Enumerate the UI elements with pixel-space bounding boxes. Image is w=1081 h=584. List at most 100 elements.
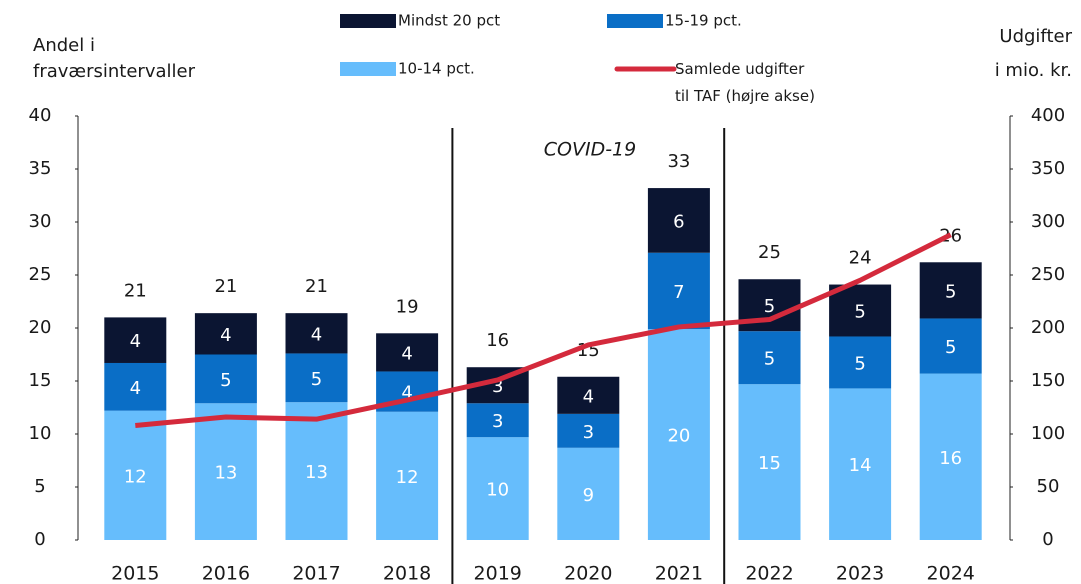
value-label: 15 [758, 453, 781, 474]
x-tick-label: 2021 [655, 563, 703, 584]
total-label: 21 [214, 276, 237, 297]
y2-tick-label: 250 [1031, 264, 1065, 285]
total-label: 21 [305, 276, 328, 297]
total-label: 24 [849, 248, 872, 269]
y-tick-label: 10 [29, 423, 52, 444]
bar-segment [194, 354, 257, 404]
y2-axis-title: Udgifter [999, 26, 1072, 47]
y2-tick-label: 400 [1031, 105, 1065, 126]
bar-segment [919, 318, 982, 374]
value-label: 4 [220, 325, 231, 346]
value-label: 16 [939, 448, 962, 469]
bar-segment [919, 262, 982, 319]
value-label: 12 [124, 466, 147, 487]
value-label: 5 [220, 370, 231, 391]
y2-tick-label: 350 [1031, 158, 1065, 179]
legend-swatch [340, 14, 396, 28]
y-tick-label: 25 [29, 264, 52, 285]
value-label: 3 [583, 422, 594, 443]
legend-label: 15-19 pct. [665, 12, 742, 30]
bar-segment [466, 403, 529, 438]
bar-segment [647, 252, 710, 330]
y2-tick-label: 100 [1031, 423, 1065, 444]
bar-segment [557, 376, 620, 414]
bar-segment [194, 313, 257, 355]
x-tick-label: 2024 [927, 563, 975, 584]
total-label: 33 [667, 151, 690, 172]
bar-segment [194, 403, 257, 540]
y-tick-label: 20 [29, 317, 52, 338]
bar-segment [557, 447, 620, 540]
bar-segment [104, 362, 167, 411]
value-label: 4 [583, 386, 594, 407]
bar-segment [829, 388, 892, 540]
value-label: 5 [854, 353, 865, 374]
y-tick-label: 0 [34, 529, 45, 550]
bar-segment [376, 411, 439, 540]
y-tick-label: 35 [29, 158, 52, 179]
line-series [135, 232, 952, 429]
value-label: 4 [401, 383, 412, 404]
y2-tick-label: 300 [1031, 211, 1065, 232]
value-label: 4 [401, 343, 412, 364]
value-label: 4 [311, 324, 322, 345]
value-label: 5 [311, 369, 322, 390]
bar-segment [829, 284, 892, 337]
bar-segment [285, 313, 348, 354]
value-label: 7 [673, 282, 684, 303]
legend-swatch [340, 62, 396, 76]
value-label: 4 [130, 378, 141, 399]
bar-segment [647, 329, 710, 540]
total-label: 19 [396, 296, 419, 317]
y-tick-label: 30 [29, 211, 52, 232]
x-tick-label: 2015 [111, 563, 159, 584]
legend-label: Mindst 20 pct [398, 12, 500, 30]
x-tick-label: 2016 [202, 563, 250, 584]
value-label: 3 [492, 376, 503, 397]
value-label: 6 [673, 211, 684, 232]
total-label: 21 [124, 280, 147, 301]
value-label: 20 [667, 426, 690, 447]
y-axis-title: fraværsintervaller [33, 61, 196, 82]
value-label: 9 [583, 485, 594, 506]
value-label: 5 [854, 302, 865, 323]
x-tick-label: 2022 [745, 563, 793, 584]
y2-tick-label: 150 [1031, 370, 1065, 391]
total-label: 16 [486, 330, 509, 351]
bar-segment [557, 413, 620, 448]
x-tick-label: 2017 [292, 563, 340, 584]
y2-tick-label: 0 [1042, 529, 1053, 550]
y2-axis-title: i mio. kr. [995, 60, 1072, 81]
value-label: 5 [945, 281, 956, 302]
bar-segment [104, 317, 167, 363]
legend-swatch [607, 14, 663, 28]
annotation: COVID-19 [544, 139, 637, 161]
x-tick-label: 2018 [383, 563, 431, 584]
y-tick-label: 5 [34, 476, 45, 497]
total-label: 25 [758, 242, 781, 263]
bar-segment [919, 373, 982, 540]
bar-segment [104, 410, 167, 540]
value-label: 5 [764, 349, 775, 370]
bar-segment [738, 331, 801, 385]
y-tick-label: 40 [29, 105, 52, 126]
legend-label: 10-14 pct. [398, 60, 475, 78]
bar-segment [466, 437, 529, 540]
y-tick-label: 15 [29, 370, 52, 391]
value-label: 12 [396, 467, 419, 488]
legend-label: Samlede udgifter til TAF (højre akse) [675, 60, 815, 105]
bar-segment [647, 188, 710, 253]
value-label: 10 [486, 480, 509, 501]
bar-segment [285, 353, 348, 403]
y-axis-title: Andel i [33, 35, 95, 56]
value-label: 5 [764, 296, 775, 317]
y2-tick-label: 50 [1037, 476, 1060, 497]
bar-segment [376, 333, 439, 372]
bar-segment [285, 402, 348, 540]
value-label: 13 [214, 463, 237, 484]
bar-segment [738, 384, 801, 540]
x-tick-label: 2019 [474, 563, 522, 584]
value-label: 13 [305, 462, 328, 483]
value-label: 5 [945, 337, 956, 358]
